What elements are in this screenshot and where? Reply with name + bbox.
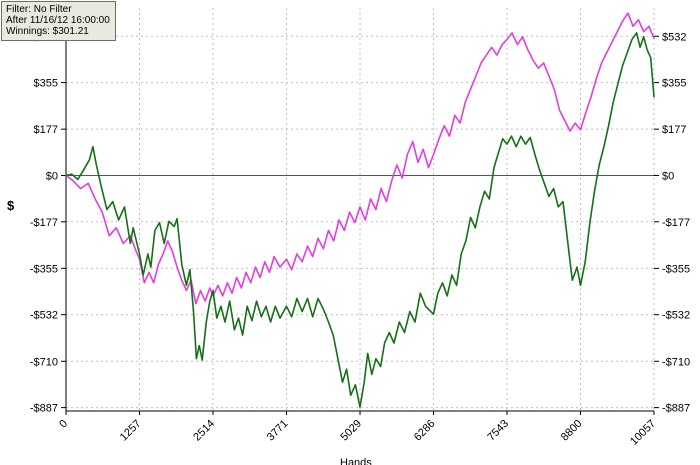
y-tick-label-left: -$177 [30,217,58,229]
y-tick-label-right: $0 [662,170,674,182]
tooltip-after-line: After 11/16/12 16:00:00 [6,15,110,26]
y-tick-label-left: $0 [46,170,58,182]
y-tick-label-right: $532 [662,31,686,43]
y-tick-label-right: -$710 [662,356,690,368]
y-tick-label-right: -$177 [662,217,690,229]
y-tick-label-left: $177 [34,124,58,136]
y-tick-label-left: -$710 [30,356,58,368]
y-tick-label-right: $355 [662,78,686,90]
y-tick-label-left: $355 [34,78,58,90]
x-tick-label: 8800 [559,418,585,444]
tooltip-filter-line: Filter: No Filter [6,4,72,15]
x-tick-label: 1257 [118,418,144,444]
hover-tooltip: Filter: No Filter After 11/16/12 16:00:0… [1,1,116,41]
y-tick-label-right: -$887 [662,403,690,415]
y-axis-title: $ [7,198,15,213]
tooltip-winnings-line: Winnings: $301.21 [6,26,89,37]
x-tick-label: 0 [57,418,70,431]
x-tick-label: 7543 [485,418,511,444]
x-tick-label: 6286 [412,418,438,444]
series-green-line[interactable] [65,32,655,408]
series-magenta-line[interactable] [65,12,655,305]
x-tick-label: 10057 [628,418,658,448]
x-tick-label: 5029 [338,418,364,444]
y-tick-label-right: $177 [662,124,686,136]
y-tick-label-right: -$355 [662,263,690,275]
y-tick-label-left: -$887 [30,403,58,415]
x-tick-label: 2514 [191,418,217,444]
x-tick-label: 3771 [265,418,291,444]
y-tick-label-left: -$355 [30,263,58,275]
y-tick-label-right: -$532 [662,310,690,322]
y-tick-label-left: -$532 [30,310,58,322]
x-axis-title: Hands [340,457,372,465]
